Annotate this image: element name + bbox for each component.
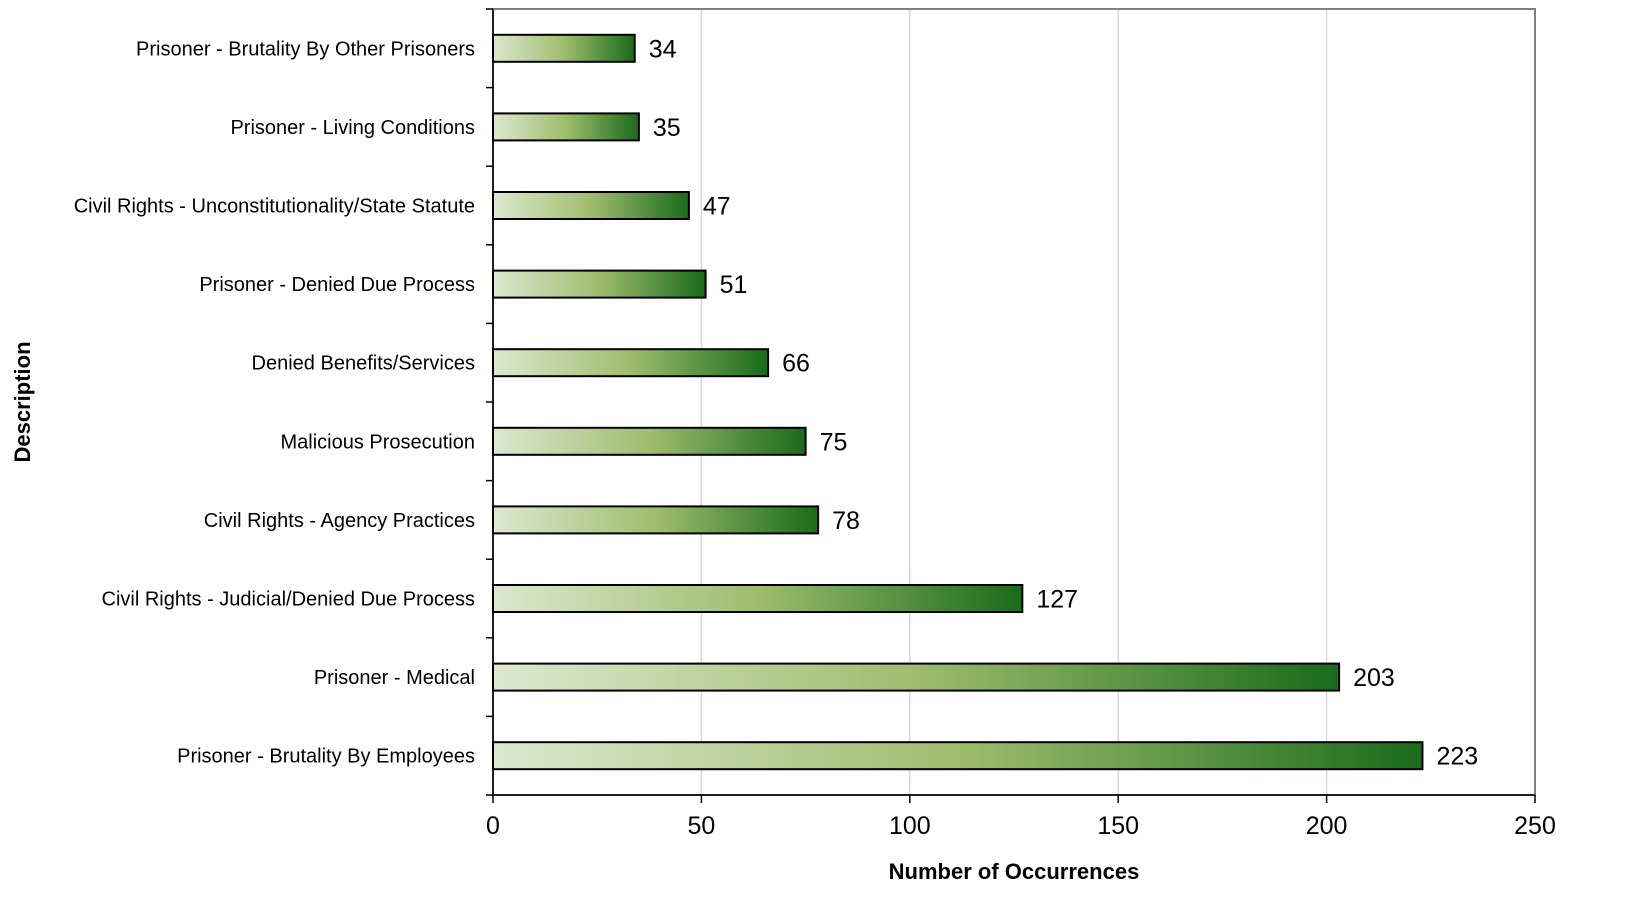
category-label: Denied Benefits/Services: [252, 353, 475, 375]
bar: [492, 505, 820, 535]
bar: [492, 662, 1341, 692]
x-axis-title: Number of Occurrences: [889, 859, 1140, 884]
bar: [492, 584, 1024, 613]
data-label: 34: [649, 35, 677, 63]
bar: [492, 33, 636, 63]
data-label: 75: [820, 428, 848, 456]
x-tick-label: 0: [486, 812, 500, 840]
category-label: Malicious Prosecution: [280, 431, 475, 453]
category-label: Prisoner - Medical: [314, 667, 475, 689]
category-label: Prisoner - Brutality By Other Prisoners: [136, 38, 475, 60]
x-tick-label: 200: [1306, 812, 1348, 840]
x-tick-label: 50: [687, 812, 715, 840]
category-label: Prisoner - Denied Due Process: [199, 274, 475, 296]
axes: [486, 8, 1536, 803]
x-tick-label: 100: [889, 812, 931, 840]
category-label: Prisoner - Living Conditions: [230, 117, 475, 139]
category-label: Civil Rights - Agency Practices: [204, 510, 475, 532]
bars: [492, 33, 1424, 771]
data-label: 66: [782, 350, 810, 378]
x-tick-label: 150: [1097, 812, 1139, 840]
category-label: Civil Rights - Judicial/Denied Due Proce…: [102, 589, 475, 611]
data-label: 78: [832, 507, 860, 535]
category-label: Civil Rights - Unconstitutionality/State…: [74, 196, 475, 218]
data-label: 127: [1036, 586, 1078, 614]
labels: 0 50 100 150 200 250 Prisoner - Brutality By O…: [74, 35, 1556, 840]
x-tick-label: 250: [1514, 812, 1556, 840]
bar: [492, 112, 640, 142]
y-axis-title: Description: [10, 341, 35, 462]
data-label: 51: [720, 271, 748, 299]
bar: [492, 348, 770, 378]
bar: [492, 269, 707, 299]
data-label: 223: [1436, 743, 1478, 771]
data-label: 203: [1353, 664, 1395, 692]
category-label: Prisoner - Brutality By Employees: [177, 746, 475, 768]
bar: [492, 741, 1424, 771]
data-label: 47: [703, 193, 731, 221]
bar: [492, 191, 690, 220]
data-label: 35: [653, 114, 681, 142]
bar: [492, 426, 807, 456]
